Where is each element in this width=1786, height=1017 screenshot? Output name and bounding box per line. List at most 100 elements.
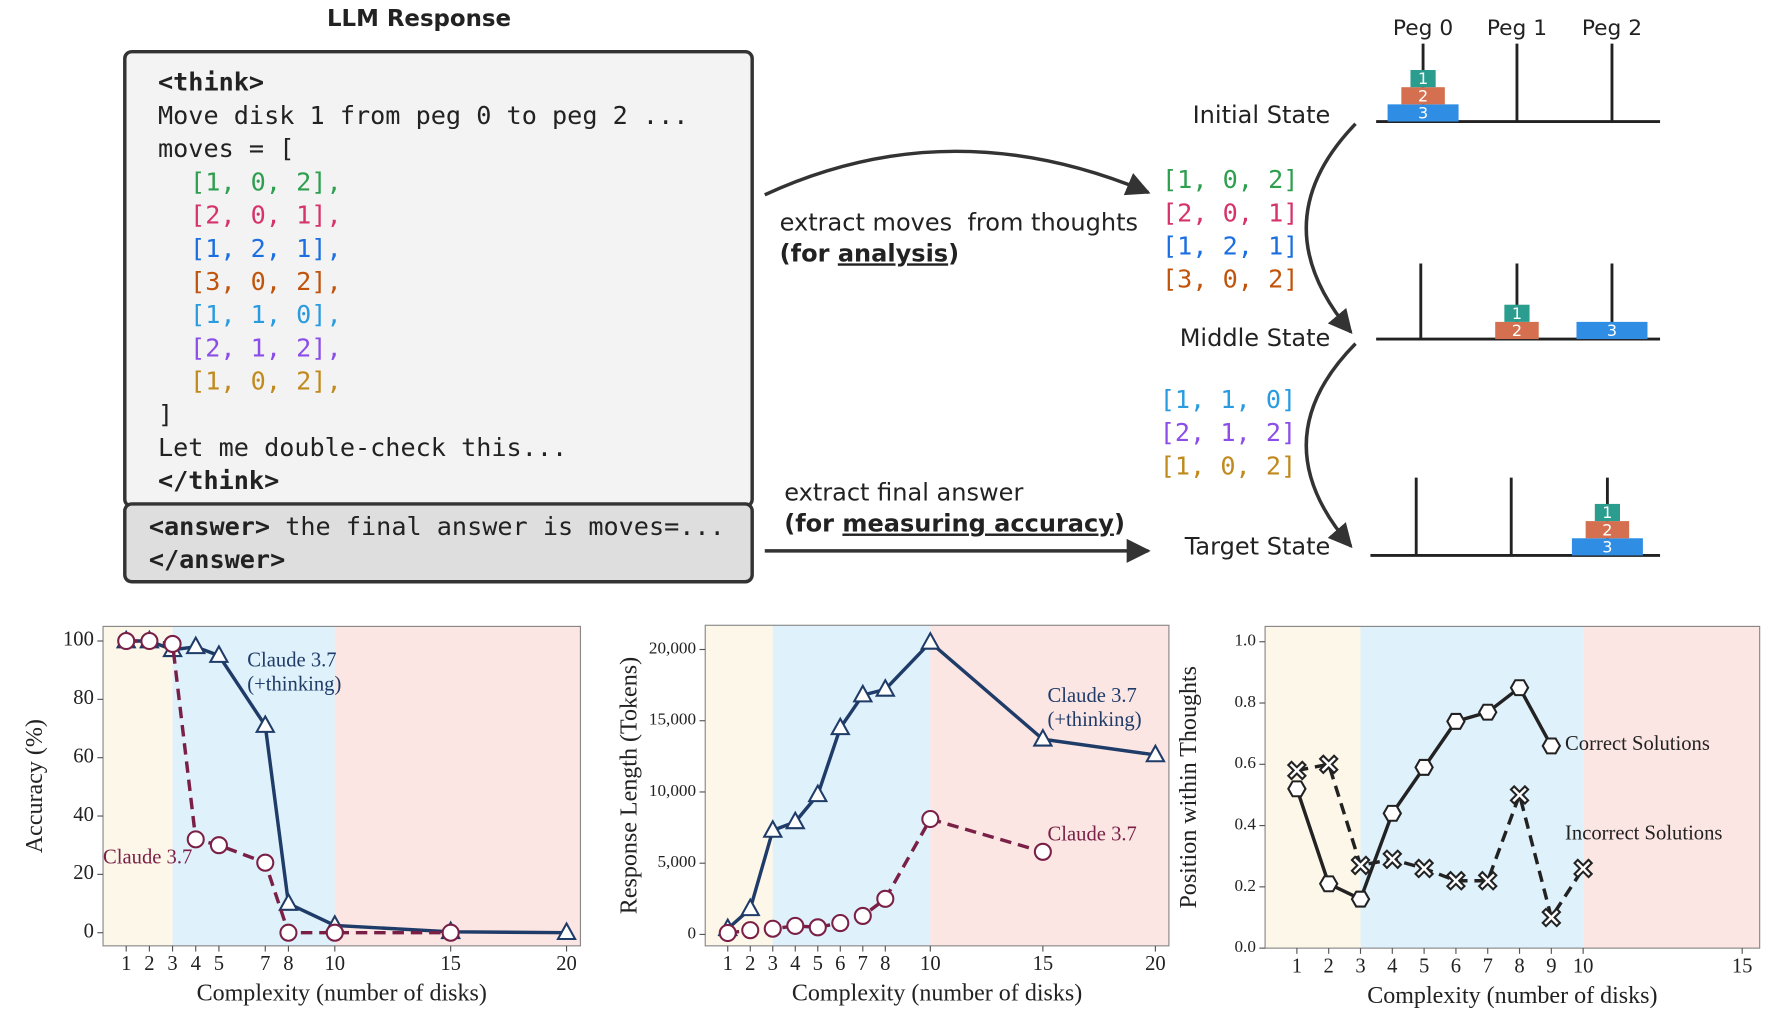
label-part: ) bbox=[948, 239, 959, 267]
answer-box bbox=[123, 502, 754, 584]
arrow-label: (for measuring accuracy) bbox=[784, 510, 1125, 538]
x-tick-label: 3 bbox=[167, 953, 177, 975]
y-tick-label: 20 bbox=[73, 862, 94, 884]
series-label: Claude 3.7 (+thinking) bbox=[1047, 683, 1142, 731]
marker bbox=[278, 892, 299, 911]
y-tick-label: 1.0 bbox=[1234, 631, 1255, 650]
x-tick-label: 1 bbox=[121, 953, 131, 975]
disk bbox=[1585, 521, 1630, 539]
marker bbox=[762, 819, 784, 838]
marker bbox=[1541, 907, 1562, 928]
plot-frame bbox=[704, 624, 1170, 947]
y-tick-label: 60 bbox=[73, 745, 94, 767]
x-tick-label: 20 bbox=[1145, 953, 1166, 975]
region bbox=[1360, 626, 1584, 949]
code-line: [2, 0, 1], bbox=[190, 201, 342, 230]
x-axis-label: Complexity (number of disks) bbox=[197, 981, 487, 1007]
code-line: [3, 0, 2], bbox=[190, 267, 342, 296]
marker bbox=[279, 923, 298, 942]
x-tick-label: 6 bbox=[1451, 955, 1461, 977]
x-tick-label: 7 bbox=[260, 953, 270, 975]
region bbox=[1265, 626, 1361, 949]
answer-text: the final answer is moves=... bbox=[270, 512, 725, 541]
marker bbox=[1509, 784, 1530, 805]
code-line: [1, 1, 0], bbox=[190, 300, 342, 329]
arrow-label: (for analysis) bbox=[780, 239, 959, 267]
marker bbox=[1477, 703, 1498, 721]
region bbox=[172, 626, 335, 946]
marker bbox=[852, 683, 874, 703]
series-label-box: Claude 3.7 (+thinking) bbox=[1047, 683, 1142, 731]
x-tick-label: 1 bbox=[723, 953, 733, 975]
disk-label: 2 bbox=[1602, 520, 1612, 539]
marker bbox=[1032, 727, 1054, 747]
peg-label: Peg 2 bbox=[1582, 16, 1642, 41]
x-tick-label: 3 bbox=[1355, 955, 1365, 977]
disk-label: 1 bbox=[1418, 69, 1428, 88]
code-line: [2, 1, 2], bbox=[190, 333, 342, 362]
y-tick-label: 40 bbox=[73, 804, 94, 826]
label-part: ) bbox=[1114, 510, 1125, 538]
x-tick-label: 5 bbox=[813, 953, 823, 975]
marker bbox=[256, 853, 275, 872]
plot-frame bbox=[1264, 625, 1761, 949]
marker bbox=[739, 897, 761, 917]
answer-tag: <answer> bbox=[149, 512, 270, 541]
x-tick-label: 10 bbox=[920, 953, 941, 975]
x-tick-label: 10 bbox=[324, 953, 345, 975]
plot-frame bbox=[102, 625, 582, 947]
x-axis-label: Complexity (number of disks) bbox=[792, 981, 1082, 1007]
disk bbox=[1576, 321, 1648, 340]
marker bbox=[1414, 858, 1435, 879]
disk-label: 3 bbox=[1607, 321, 1617, 340]
marker bbox=[1382, 804, 1403, 822]
marker bbox=[1318, 875, 1339, 893]
y-tick-label: 0.2 bbox=[1234, 876, 1255, 895]
extracted-move: [2, 1, 2] bbox=[1160, 418, 1296, 447]
arrow bbox=[1304, 122, 1357, 335]
arrow-label: extract moves from thoughts bbox=[780, 208, 1138, 236]
code-line: Move disk 1 from peg 0 to peg 2 ... bbox=[158, 101, 688, 130]
marker bbox=[831, 914, 850, 933]
code-line: moves = [ bbox=[158, 134, 294, 163]
extracted-move: [3, 0, 2] bbox=[1162, 265, 1298, 294]
marker bbox=[556, 921, 577, 941]
x-tick-label: 15 bbox=[1732, 955, 1753, 977]
series-line bbox=[126, 639, 567, 935]
marker bbox=[1033, 842, 1052, 861]
code-line: <think> bbox=[158, 68, 264, 97]
x-tick-label: 6 bbox=[835, 953, 845, 975]
marker bbox=[185, 635, 207, 655]
y-axis-label: Accuracy (%) bbox=[22, 719, 48, 853]
marker bbox=[1541, 737, 1562, 755]
x-tick-label: 2 bbox=[144, 953, 154, 975]
x-tick-label: 7 bbox=[858, 953, 868, 975]
series-label: Correct Solutions bbox=[1565, 731, 1710, 755]
region bbox=[705, 625, 773, 946]
marker bbox=[1414, 758, 1434, 776]
marker bbox=[829, 716, 851, 736]
marker bbox=[718, 923, 737, 943]
arrow bbox=[764, 149, 1151, 197]
code-line: [1, 0, 2], bbox=[190, 167, 342, 196]
code-line: Let me double-check this... bbox=[158, 433, 567, 462]
x-axis-label: Complexity (number of disks) bbox=[1367, 983, 1657, 1009]
code-line: [1, 0, 2], bbox=[190, 367, 342, 396]
y-axis-label: Position within Thoughts bbox=[1176, 666, 1202, 909]
marker bbox=[1350, 855, 1371, 876]
x-tick-label: 9 bbox=[1546, 955, 1556, 977]
arrow bbox=[1304, 342, 1357, 549]
x-tick-label: 8 bbox=[880, 953, 890, 975]
label-part: (for bbox=[784, 510, 842, 538]
marker bbox=[807, 783, 829, 803]
marker bbox=[1573, 858, 1594, 879]
marker bbox=[1446, 712, 1466, 730]
extracted-move: [1, 1, 0] bbox=[1160, 385, 1296, 414]
region bbox=[1583, 626, 1760, 949]
code-line: </answer> bbox=[149, 545, 285, 574]
code-line: </think> bbox=[158, 466, 279, 495]
x-tick-label: 10 bbox=[1573, 955, 1594, 977]
disk-label: 1 bbox=[1602, 503, 1612, 522]
marker bbox=[254, 714, 276, 733]
extracted-move: [1, 2, 1] bbox=[1162, 231, 1298, 260]
